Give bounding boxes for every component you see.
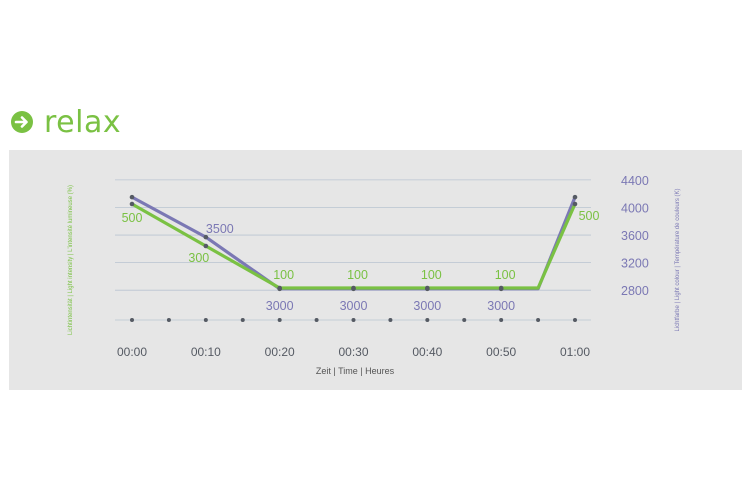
data-point — [351, 285, 356, 291]
line-chart: 500 300 100 100 100 100 500 3500 3000 3000 3000 300… — [68, 174, 681, 376]
colour-temperature-label: 3000 — [340, 299, 368, 313]
x-axis-dot — [462, 318, 467, 322]
data-point — [425, 285, 430, 291]
data-point — [129, 201, 135, 207]
x-tick-label: 00:50 — [486, 345, 516, 359]
right-tick-label: 4000 — [621, 201, 649, 215]
left-axis-label: Lichtintensität | Light intensity | L'in… — [68, 185, 74, 335]
x-axis-dot — [130, 318, 134, 322]
x-tick-label: 00:10 — [191, 345, 221, 359]
series-points — [129, 194, 578, 292]
x-axis-dot — [203, 318, 208, 322]
intensity-label: 100 — [421, 268, 442, 282]
intensity-label: 500 — [579, 209, 600, 223]
x-tick-label: 01:00 — [560, 345, 590, 359]
colour-temperature-label: 3500 — [206, 222, 234, 236]
point-labels: 500 300 100 100 100 100 500 3500 3000 3000 3000 300… — [122, 209, 600, 313]
intensity-label: 500 — [122, 211, 143, 225]
x-axis-dot — [573, 318, 577, 322]
data-point — [498, 285, 504, 291]
right-tick-label: 4400 — [621, 174, 649, 188]
right-tick-label: 2800 — [621, 284, 649, 298]
x-axis-dot — [425, 318, 430, 322]
colour-temperature-label: 3000 — [487, 299, 515, 313]
colour-temperature-label: 3000 — [413, 299, 441, 313]
x-tick-label: 00:40 — [412, 345, 442, 359]
data-point — [129, 194, 135, 200]
x-axis-dot — [499, 318, 504, 322]
right-tick-label: 3600 — [621, 229, 649, 243]
data-point — [277, 285, 282, 291]
arrow-right-circle-icon — [11, 111, 33, 133]
right-axis-ticks: 2800 3200 3600 4000 4400 — [621, 174, 649, 298]
chart-panel: 500 300 100 100 100 100 500 3500 3000 3000 3000 300… — [9, 150, 742, 390]
right-axis-label: Lichtfarbe | Light colour | Température … — [675, 188, 681, 331]
x-tick-label: 00:00 — [117, 345, 147, 359]
section-header: relax — [10, 104, 121, 140]
right-tick-label: 3200 — [621, 257, 649, 271]
intensity-label: 100 — [347, 268, 368, 282]
x-axis-dot — [536, 318, 541, 322]
x-axis-dots — [130, 318, 577, 322]
x-axis-dot — [388, 318, 393, 322]
x-axis-dot — [277, 318, 282, 322]
colour-temperature-label: 3000 — [266, 299, 294, 313]
data-point — [572, 194, 578, 200]
page-title: relax — [44, 104, 122, 140]
x-tick-label: 00:20 — [265, 345, 295, 359]
series-lines — [130, 195, 577, 291]
x-tick-label: 00:30 — [338, 345, 368, 359]
x-axis-dot — [166, 318, 171, 322]
x-axis-dot — [314, 318, 319, 322]
intensity-line — [130, 202, 577, 290]
data-point — [203, 243, 209, 249]
x-axis-label: Zeit | Time | Heures — [316, 366, 395, 376]
intensity-label: 300 — [188, 251, 209, 265]
x-axis-dot — [351, 318, 356, 322]
intensity-label: 100 — [495, 268, 516, 282]
x-axis-dot — [240, 318, 245, 322]
intensity-label: 100 — [273, 268, 294, 282]
x-axis-ticks: 00:00 00:10 00:20 00:30 00:40 00:50 01:00 — [117, 345, 590, 359]
data-point — [203, 234, 209, 240]
data-point — [572, 201, 578, 207]
